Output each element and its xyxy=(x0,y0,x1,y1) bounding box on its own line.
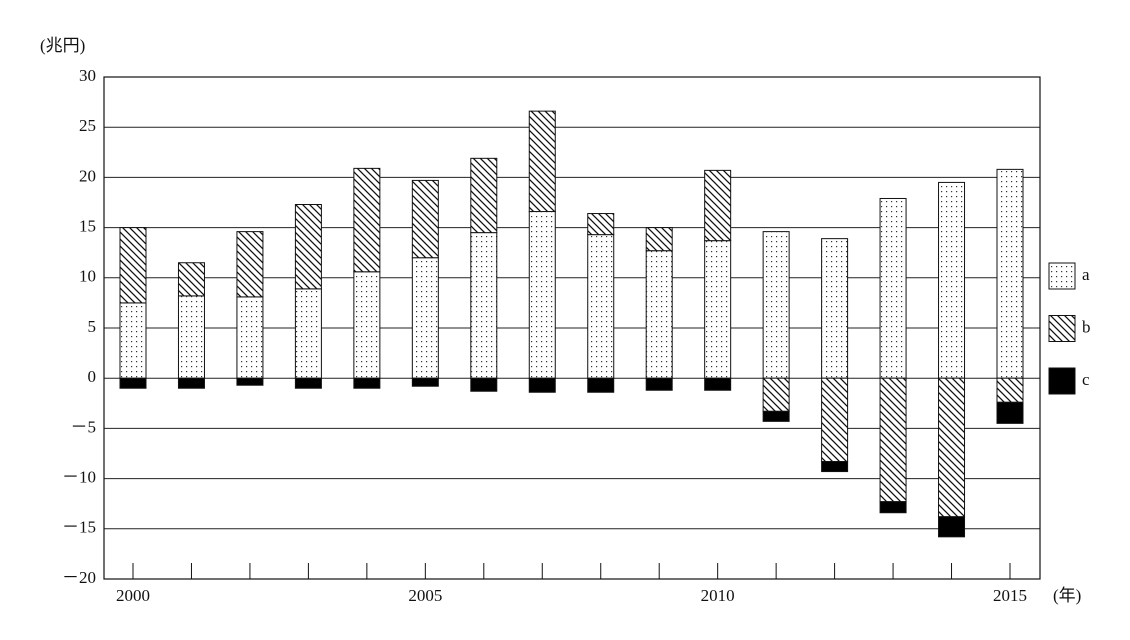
bar-segment xyxy=(938,516,966,538)
bar-segment xyxy=(294,288,322,379)
bar-segment xyxy=(938,181,966,379)
bar-segment xyxy=(762,231,790,379)
x-tick-label: 2005 xyxy=(408,586,442,605)
bar-segment xyxy=(119,302,147,379)
bar-segment xyxy=(587,213,615,236)
bar-segment xyxy=(587,234,615,379)
legend-swatch xyxy=(1048,315,1076,342)
y-tick-label: －5 xyxy=(71,417,97,436)
bar-segment xyxy=(177,295,205,379)
bar-segment xyxy=(528,110,556,213)
y-tick-label: 30 xyxy=(79,66,96,85)
bar-segment xyxy=(645,250,673,379)
bar-segment xyxy=(119,227,147,304)
bar-segment xyxy=(294,204,322,290)
bar-segment xyxy=(821,461,849,473)
bar-segment xyxy=(353,167,381,273)
bar-segment xyxy=(177,262,205,297)
bar-segment xyxy=(996,401,1024,424)
bar-segment xyxy=(177,377,205,389)
bar-segment xyxy=(821,238,849,379)
bar-segment xyxy=(470,157,498,234)
x-axis-label: (年) xyxy=(1053,586,1081,605)
y-tick-label: 0 xyxy=(88,367,97,386)
bar-segment xyxy=(119,377,147,389)
bar-segment xyxy=(353,377,381,389)
bar-segment xyxy=(470,377,498,392)
bar-segment xyxy=(996,168,1024,379)
legend-label: c xyxy=(1082,370,1090,389)
plot-frame xyxy=(103,76,1041,580)
x-tick-label: 2010 xyxy=(701,586,735,605)
bar-segment xyxy=(294,377,322,389)
y-tick-label: 5 xyxy=(88,317,97,336)
y-tick-label: －10 xyxy=(62,468,96,487)
bar-segment xyxy=(411,257,439,379)
y-tick-label: 15 xyxy=(79,217,96,236)
legend-label: a xyxy=(1082,265,1090,284)
bar-segment xyxy=(236,377,264,386)
y-tick-label: 10 xyxy=(79,267,96,286)
bar-segment xyxy=(996,377,1024,403)
bar-segment xyxy=(704,377,732,391)
bar-segment xyxy=(879,377,907,503)
bar-segment xyxy=(821,377,849,463)
bar-segment xyxy=(645,377,673,391)
bar-segment xyxy=(879,501,907,514)
bar-segment xyxy=(704,240,732,379)
x-tick-label: 2000 xyxy=(116,586,150,605)
legend-label: b xyxy=(1082,317,1091,336)
bar-segment xyxy=(411,377,439,387)
bar-segment xyxy=(762,410,790,422)
y-axis-label: (兆円) xyxy=(40,36,85,55)
bar-segment xyxy=(645,227,673,252)
y-tick-label: －20 xyxy=(62,568,96,587)
bar-segment xyxy=(587,377,615,393)
bar-segment xyxy=(470,232,498,379)
bar-segment xyxy=(411,179,439,259)
y-tick-label: 20 xyxy=(79,166,96,185)
bar-segment xyxy=(528,377,556,393)
bar-segment xyxy=(879,197,907,379)
bar-segment xyxy=(704,169,732,242)
bar-segment xyxy=(938,377,966,518)
legend-swatch xyxy=(1048,262,1076,290)
bar-segment xyxy=(236,296,264,379)
legend-swatch xyxy=(1048,367,1076,395)
y-tick-label: －15 xyxy=(62,518,96,537)
bar-segment xyxy=(528,211,556,379)
bar-segment xyxy=(762,377,790,412)
bar-segment xyxy=(236,231,264,298)
y-tick-label: 25 xyxy=(79,116,96,135)
bar-segment xyxy=(353,271,381,379)
x-tick-label: 2015 xyxy=(993,586,1027,605)
